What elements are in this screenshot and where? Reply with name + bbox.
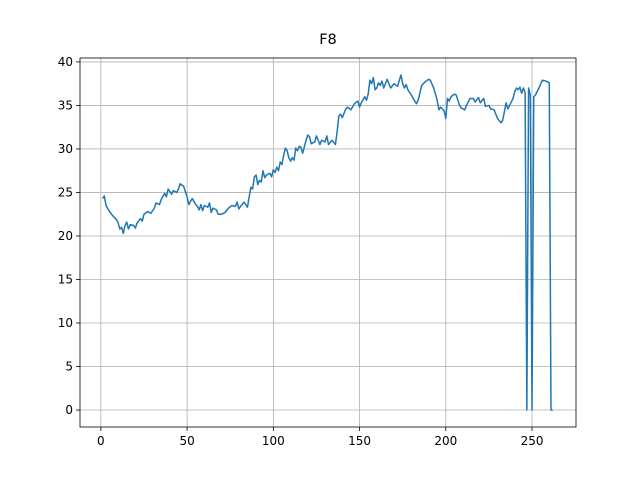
y-tick-label: 25 (58, 185, 73, 199)
x-tick-label: 150 (348, 434, 371, 448)
y-tick-label: 15 (58, 272, 73, 286)
chart-title: F8 (319, 32, 337, 48)
x-tick-label: 200 (434, 434, 457, 448)
y-tick-label: 10 (58, 316, 73, 330)
data-line (101, 74, 553, 411)
y-tick-label: 40 (58, 55, 73, 69)
y-tick-label: 0 (65, 403, 73, 417)
y-tick-label: 35 (58, 98, 73, 112)
plot-frame (79, 57, 577, 428)
x-tick-label: 0 (97, 434, 105, 448)
y-tick-label: 30 (58, 142, 73, 156)
y-tick-label: 20 (58, 229, 73, 243)
x-tick-label: 250 (521, 434, 544, 448)
y-tick-label: 5 (65, 360, 73, 374)
x-tick-label: 100 (262, 434, 285, 448)
x-tick-label: 50 (179, 434, 194, 448)
